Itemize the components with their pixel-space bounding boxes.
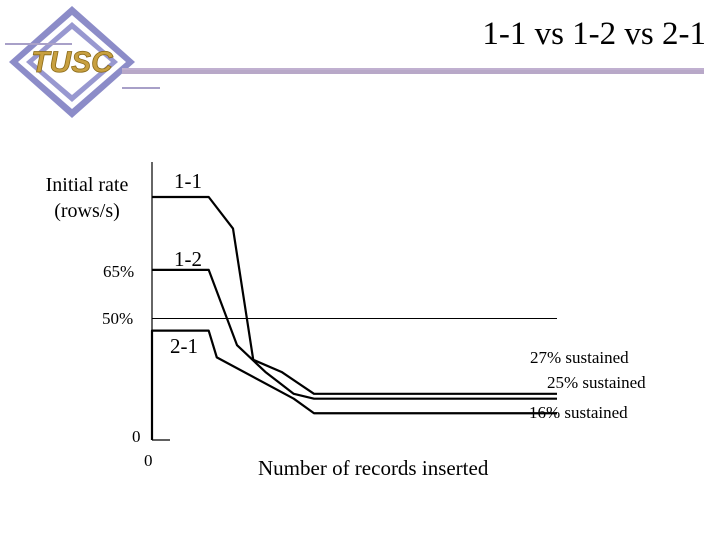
annotation-27-sustained: 27% sustained xyxy=(530,348,629,367)
series-layer xyxy=(150,195,557,440)
tusc-logo: TUSC xyxy=(9,6,135,118)
series-line-2-1 xyxy=(150,329,557,440)
series-label-2-1: 2-1 xyxy=(170,334,198,358)
series-label-1-1: 1-1 xyxy=(174,169,202,193)
series-line-1-1 xyxy=(152,195,557,395)
x-tick-0: 0 xyxy=(144,451,153,470)
slide-title: 1-1 vs 1-2 vs 2-1 xyxy=(482,16,706,52)
y-tick-65: 65% xyxy=(103,262,135,281)
logo-diamond-center xyxy=(33,29,111,95)
series-line-1-2 xyxy=(152,268,557,400)
x-axis-label: Number of records inserted xyxy=(258,456,489,480)
logo-text: TUSC xyxy=(31,46,114,79)
y-tick-50: 50% xyxy=(102,309,134,328)
annotation-16-sustained: 16% sustained xyxy=(529,403,628,422)
y-axis-label: Initial rate (rows/s) xyxy=(45,174,129,222)
series-label-1-2: 1-2 xyxy=(174,247,202,271)
annotation-25-sustained: 25% sustained xyxy=(547,373,646,392)
y-tick-0: 0 xyxy=(132,427,141,446)
